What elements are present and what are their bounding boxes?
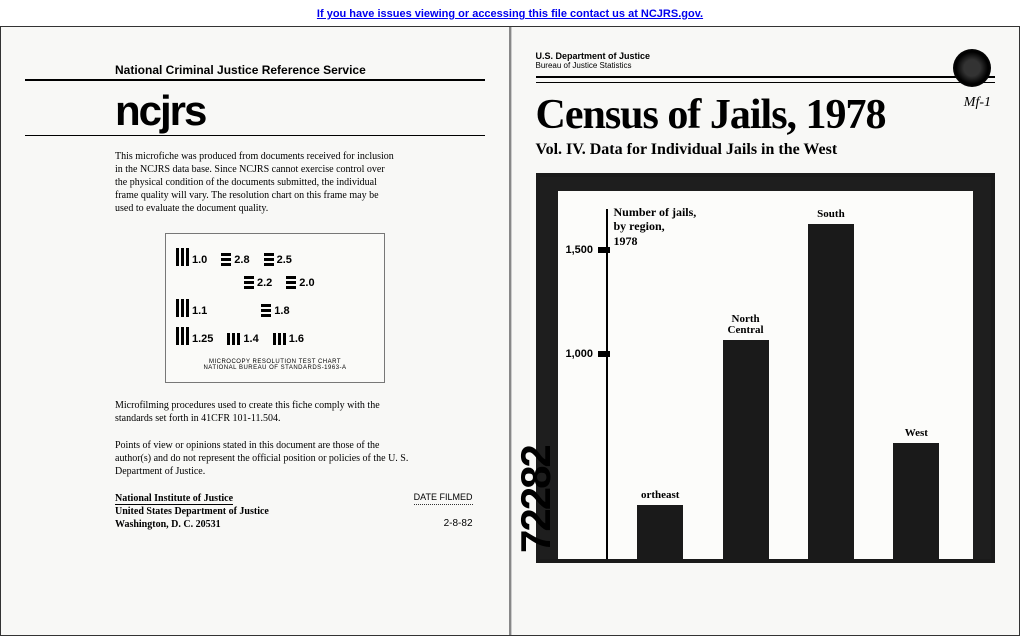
left-page: National Criminal Justice Reference Serv… bbox=[1, 27, 511, 635]
bar-column: South bbox=[801, 209, 861, 559]
jails-bar-chart: Number of jails, by region, 1978 1,5001,… bbox=[536, 173, 996, 563]
reso-val: 2.8 bbox=[234, 254, 249, 266]
resolution-test-chart: 1.0 2.8 2.5 2.2 bbox=[165, 233, 385, 383]
reso-val: 1.4 bbox=[243, 333, 258, 345]
org-line-3: Washington, D. C. 20531 bbox=[115, 518, 485, 531]
bar-label: NorthCentral bbox=[728, 314, 764, 336]
document-subtitle: Vol. IV. Data for Individual Jails in th… bbox=[536, 141, 996, 159]
date-filmed-label: DATE FILMED bbox=[414, 492, 473, 505]
bar-label: ortheast bbox=[641, 490, 680, 501]
bar-label: South bbox=[817, 209, 845, 220]
y-axis bbox=[606, 209, 608, 559]
rule bbox=[25, 135, 485, 136]
org-line-2: United States Department of Justice bbox=[115, 505, 485, 518]
document-title: Census of Jails, 1978 bbox=[536, 91, 996, 139]
doj-seal-icon bbox=[953, 49, 991, 87]
handwritten-annotation: Mf-1 bbox=[964, 95, 991, 111]
service-name: National Criminal Justice Reference Serv… bbox=[115, 63, 485, 77]
compliance-text: Microfilming procedures used to create t… bbox=[115, 399, 415, 425]
axis-tick-label: 1,500 bbox=[566, 244, 594, 256]
bar-column: ortheast bbox=[630, 490, 690, 559]
axis-tick bbox=[598, 351, 610, 357]
rule bbox=[25, 79, 485, 81]
bar-rect bbox=[893, 443, 939, 559]
reso-val: 1.25 bbox=[192, 333, 213, 345]
axis-tick-label: 1,000 bbox=[566, 348, 594, 360]
bar-column: NorthCentral bbox=[716, 314, 776, 559]
microfiche-note: This microfiche was produced from docume… bbox=[115, 150, 395, 215]
ncjrs-contact-link[interactable]: If you have issues viewing or accessing … bbox=[317, 8, 703, 20]
axis-tick bbox=[598, 247, 610, 253]
bar-column: West bbox=[886, 428, 946, 559]
right-page: U.S. Department of Justice Bureau of Jus… bbox=[511, 27, 1020, 635]
rule bbox=[536, 82, 996, 83]
reference-number: 72282 bbox=[512, 446, 560, 553]
ncjrs-logo: ncjrs bbox=[115, 87, 485, 135]
reso-val: 2.0 bbox=[299, 277, 314, 289]
rule bbox=[536, 76, 996, 78]
reso-val: 2.2 bbox=[257, 277, 272, 289]
org-line-1: National Institute of Justice bbox=[115, 493, 233, 505]
reso-val: 1.8 bbox=[274, 305, 289, 317]
bureau-header: Bureau of Justice Statistics bbox=[536, 61, 996, 70]
reso-val: 2.5 bbox=[277, 254, 292, 266]
date-filmed-value: 2-8-82 bbox=[444, 518, 473, 529]
bar-rect bbox=[808, 224, 854, 559]
disclaimer-text: Points of view or opinions stated in thi… bbox=[115, 439, 415, 478]
reso-val: 1.1 bbox=[192, 305, 207, 317]
reso-val: 1.6 bbox=[289, 333, 304, 345]
access-banner: If you have issues viewing or accessing … bbox=[0, 0, 1020, 26]
document-spread: National Criminal Justice Reference Serv… bbox=[0, 26, 1020, 636]
bars-area: ortheast NorthCentral South West bbox=[618, 209, 960, 559]
dept-header: U.S. Department of Justice bbox=[536, 51, 996, 61]
chart-caption-2: NATIONAL BUREAU OF STANDARDS-1963-A bbox=[176, 365, 374, 371]
bar-rect bbox=[723, 340, 769, 559]
bar-label: West bbox=[905, 428, 928, 439]
bar-rect bbox=[637, 505, 683, 559]
reso-val: 1.0 bbox=[192, 254, 207, 266]
